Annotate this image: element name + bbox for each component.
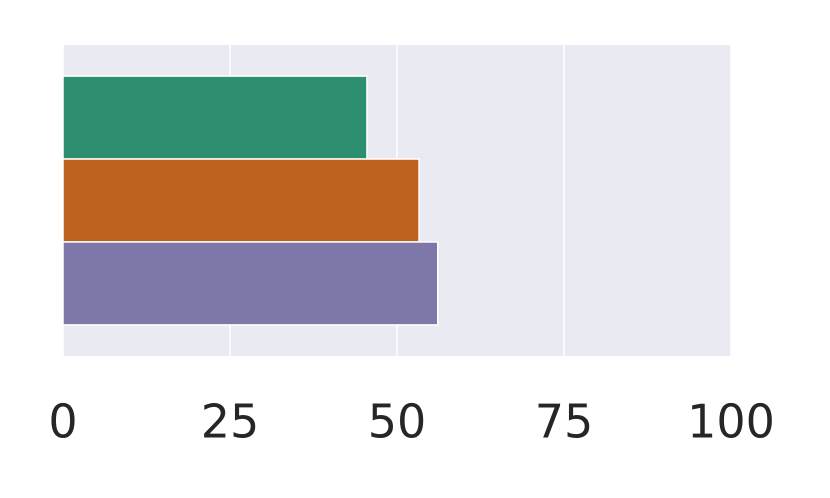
bar [62,75,368,160]
x-tick-label: 50 [368,395,427,449]
x-tick-label: 0 [48,395,77,449]
x-tick-label: 100 [687,395,775,449]
bar [62,158,420,243]
x-tick-label: 75 [535,395,594,449]
x-tick-label: 25 [201,395,260,449]
bar [62,241,439,326]
